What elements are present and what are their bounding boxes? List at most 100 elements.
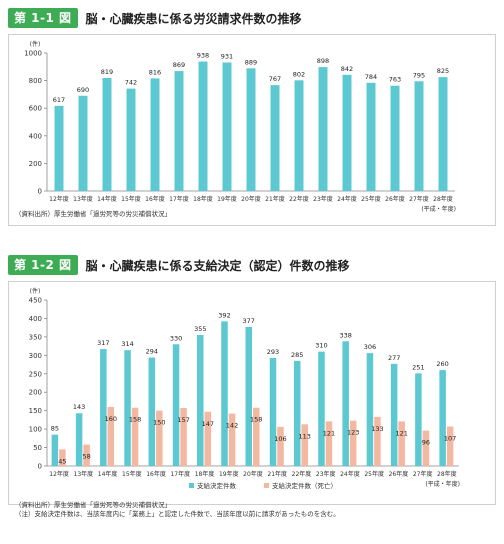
data-label: 314 <box>121 340 133 348</box>
data-label: 802 <box>293 70 305 78</box>
bar <box>390 85 400 191</box>
legend-swatch <box>189 483 194 488</box>
data-label: 795 <box>413 71 425 79</box>
data-label: 293 <box>267 348 279 356</box>
bar <box>277 426 284 466</box>
bar <box>245 326 252 466</box>
bar <box>415 373 422 466</box>
bar <box>107 406 115 466</box>
data-label: 306 <box>364 343 376 351</box>
x-tick-label: 28年度 <box>437 470 457 478</box>
data-label: 816 <box>149 68 161 76</box>
data-label: 147 <box>202 420 214 428</box>
x-tick-label: 16年度 <box>146 470 166 478</box>
data-label: 889 <box>245 58 257 66</box>
x-tick-label: 20年度 <box>243 470 263 478</box>
bar <box>446 426 454 466</box>
bar <box>126 88 136 191</box>
bar <box>197 335 204 466</box>
data-label: 96 <box>422 439 430 447</box>
x-tick-label: 18年度 <box>193 195 213 203</box>
data-label: 58 <box>82 453 90 461</box>
data-label: 113 <box>299 432 311 440</box>
data-label: 842 <box>341 65 353 73</box>
x-tick-label: 28年度 <box>433 195 453 203</box>
bar <box>174 71 184 191</box>
data-label: 277 <box>388 354 400 362</box>
data-label: 106 <box>274 435 286 443</box>
y-tick-label: 50 <box>33 444 42 452</box>
data-label: 150 <box>153 419 165 427</box>
bar <box>124 350 131 466</box>
bar <box>366 353 374 466</box>
data-label: 142 <box>226 422 238 430</box>
figure-2-chart: (件) 0 50 100 150 200 250 300 350 400 450 12年度 85 45 13… <box>15 287 460 518</box>
legend-label: 支給決定件数（死亡） <box>272 481 337 490</box>
bar <box>414 81 424 191</box>
bar <box>172 344 180 466</box>
data-label: 938 <box>197 52 209 60</box>
data-label: 317 <box>97 339 109 347</box>
x-tick-label: 14年度 <box>97 195 117 203</box>
y-tick-label: 150 <box>29 407 42 415</box>
figure-1-titlebar: 第 1-1 図 脳・心臓疾患に係る労災請求件数の推移 <box>8 8 302 28</box>
y-tick-label: 200 <box>29 389 42 397</box>
data-label: 143 <box>73 403 85 411</box>
x-tick-label: 15年度 <box>121 195 141 203</box>
figure-2-chart-frame: (件) 0 50 100 150 200 250 300 350 400 450 12年度 85 45 13… <box>8 281 496 518</box>
x-tick-label: 25年度 <box>364 470 384 478</box>
data-label: 898 <box>317 57 329 65</box>
x-tick-label: 25年度 <box>361 195 381 203</box>
bar <box>342 74 352 191</box>
y-tick-label: 800 <box>29 77 42 85</box>
data-label: 123 <box>347 429 359 437</box>
data-label: 617 <box>53 96 65 104</box>
x-tick-label: 16年度 <box>145 195 165 203</box>
data-label: 392 <box>218 311 230 319</box>
x-tick-label: 22年度 <box>292 470 312 478</box>
y-tick-label: 450 <box>29 297 42 305</box>
x-unit-label: (平成・年度) <box>421 205 456 213</box>
bar <box>439 370 446 466</box>
x-tick-label: 24年度 <box>337 195 357 203</box>
bar <box>59 449 66 466</box>
bar <box>156 410 163 466</box>
bar <box>318 351 325 466</box>
data-label: 251 <box>412 363 424 371</box>
data-label: 285 <box>291 351 303 359</box>
y-tick-label: 400 <box>29 132 42 140</box>
x-tick-label: 20年度 <box>241 195 261 203</box>
x-tick-label: 14年度 <box>98 470 118 478</box>
chart-source-note: （資料出所）厚生労働省「過労死等の労災補償状況」 <box>15 500 171 509</box>
data-label: 121 <box>323 429 335 437</box>
y-tick-label: 400 <box>29 315 42 323</box>
bar <box>269 357 277 466</box>
bar <box>294 80 304 191</box>
bar <box>83 444 90 466</box>
x-tick-label: 15年度 <box>122 470 142 478</box>
data-label: 260 <box>436 360 448 368</box>
data-label: 767 <box>269 75 281 83</box>
x-tick-label: 23年度 <box>316 470 336 478</box>
data-label: 85 <box>51 425 59 433</box>
x-tick-label: 23年度 <box>313 195 333 203</box>
y-tick-label: 600 <box>29 105 42 113</box>
bar <box>390 363 398 466</box>
bar <box>366 82 376 191</box>
x-tick-label: 21年度 <box>267 470 287 478</box>
data-label: 107 <box>444 435 456 443</box>
figure-1-title: 脳・心臓疾患に係る労災請求件数の推移 <box>85 11 302 26</box>
figure-1-chart-frame: (件) 0 200 400 600 800 1000 12年度 617 13年度 690 14年度 81… <box>8 34 496 226</box>
x-tick-label: 21年度 <box>265 195 285 203</box>
figure-1-number: 第 1-1 図 <box>8 8 78 28</box>
bar <box>438 77 448 191</box>
bar <box>131 407 139 466</box>
data-label: 133 <box>371 425 383 433</box>
y-tick-label: 1000 <box>24 50 42 58</box>
x-tick-label: 19年度 <box>217 195 237 203</box>
data-label: 158 <box>250 416 262 424</box>
data-label: 377 <box>243 317 255 325</box>
chart-footnote: （注）支給決定件数は、当該年度内に「業務上」と認定した件数で、当該年度以前に請求… <box>15 509 340 518</box>
data-label: 45 <box>58 457 66 465</box>
data-label: 819 <box>101 68 113 76</box>
